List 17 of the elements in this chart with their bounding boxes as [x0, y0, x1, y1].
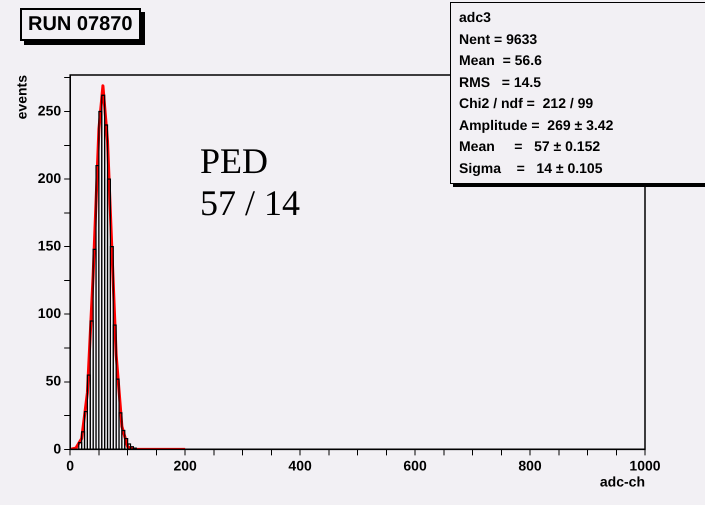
y-tick-label: 250 — [38, 102, 62, 118]
x-tick-label: 400 — [288, 458, 312, 474]
x-axis-title: adc-ch — [600, 473, 645, 490]
y-tick-label: 200 — [38, 170, 62, 186]
annotation: 57 / 14 — [200, 183, 300, 223]
annotation: PED — [200, 141, 268, 181]
stats-box: adc3 Nent = 9633 Mean = 56.6 RMS = 14.5 Chi2 / ndf = 212 / 99 Amplitude = 269 ± 3.42 Mean = 57 ± 0.152 Sigma = 14 ± 0.105 — [450, 2, 705, 184]
y-tick-label: 150 — [38, 238, 62, 254]
x-tick-label: 800 — [518, 458, 542, 474]
y-tick-label: 100 — [38, 305, 62, 322]
x-tick-label: 600 — [403, 458, 427, 474]
y-axis-title: events — [13, 74, 30, 120]
x-tick-label: 200 — [173, 458, 198, 474]
y-tick-label: 50 — [46, 372, 62, 389]
x-tick-label: 0 — [66, 458, 74, 474]
x-tick-label: 1000 — [629, 458, 661, 474]
y-tick-label: 0 — [53, 440, 62, 456]
